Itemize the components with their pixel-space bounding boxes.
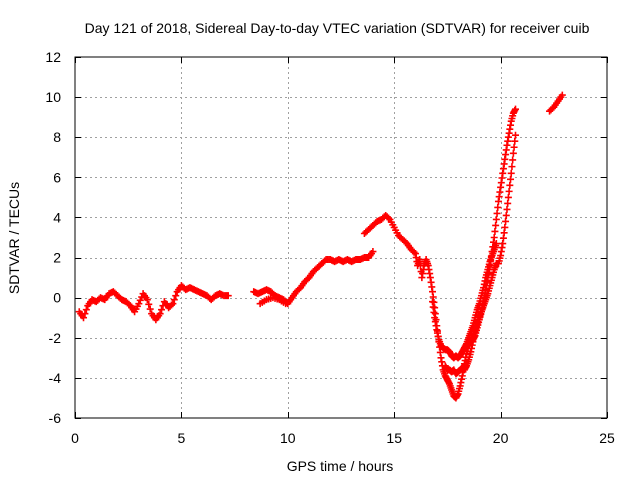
data-point xyxy=(509,156,517,164)
data-point xyxy=(509,149,517,157)
data-point xyxy=(491,227,499,235)
data-point xyxy=(505,187,513,195)
data-point xyxy=(504,193,512,201)
axis-ticks: 0 5 10 15 20 25 -6 -4 -2 0 2 4 6 8 10 12 xyxy=(45,49,615,446)
y-axis-label: SDTVAR / TECUs xyxy=(6,182,22,294)
x-axis-label: GPS time / hours xyxy=(287,458,394,474)
data-point xyxy=(508,163,516,171)
data-point xyxy=(558,91,566,99)
grid-lines xyxy=(75,57,607,418)
data-point xyxy=(81,310,89,318)
y-tick-label: 8 xyxy=(53,129,61,145)
data-point xyxy=(410,248,418,256)
data-point xyxy=(282,300,290,308)
data-point xyxy=(135,300,143,308)
data-point xyxy=(172,292,180,300)
data-point xyxy=(385,214,393,222)
y-tick-label: -2 xyxy=(49,330,62,346)
data-point xyxy=(224,292,232,300)
x-tick-label: 10 xyxy=(280,430,296,446)
data-point xyxy=(143,296,151,304)
data-point xyxy=(416,256,424,264)
data-point xyxy=(158,306,166,314)
plot-border xyxy=(74,56,608,419)
y-tick-label: 12 xyxy=(45,49,61,65)
data-point xyxy=(506,181,514,189)
data-point xyxy=(511,105,519,113)
y-tick-label: -4 xyxy=(49,370,62,386)
data-point xyxy=(170,296,178,304)
data-point xyxy=(80,314,88,322)
data-point xyxy=(490,234,498,241)
data-point xyxy=(492,221,500,229)
data-point xyxy=(503,205,511,213)
data-point xyxy=(82,306,90,314)
data-point xyxy=(507,175,515,183)
data-point xyxy=(156,310,164,318)
x-tick-label: 15 xyxy=(386,430,402,446)
data-point xyxy=(510,143,518,151)
data-point xyxy=(136,296,144,304)
data-point xyxy=(511,137,519,145)
data-point xyxy=(145,300,153,308)
x-tick-label: 25 xyxy=(599,430,615,446)
data-point xyxy=(369,248,377,256)
data-point xyxy=(504,199,512,207)
data-point xyxy=(502,217,510,225)
data-point xyxy=(501,223,509,231)
x-tick-label: 0 xyxy=(71,430,79,446)
y-tick-label: -6 xyxy=(49,410,62,426)
y-tick-label: 6 xyxy=(53,169,61,185)
data-point xyxy=(169,300,177,308)
data-point xyxy=(494,203,502,211)
data-point xyxy=(492,215,500,223)
data-point xyxy=(507,169,515,177)
y-tick-label: 10 xyxy=(45,89,61,105)
data-point xyxy=(493,209,501,217)
y-tick-label: 0 xyxy=(53,290,61,306)
chart-title: Day 121 of 2018, Sidereal Day-to-day VTE… xyxy=(85,20,590,36)
data-point xyxy=(492,240,500,248)
x-tick-label: 5 xyxy=(178,430,186,446)
y-tick-label: 4 xyxy=(53,209,61,225)
data-point xyxy=(511,131,519,139)
data-point xyxy=(146,305,154,313)
data-points xyxy=(75,91,566,402)
data-point xyxy=(502,211,510,219)
data-point xyxy=(167,301,175,309)
x-tick-label: 20 xyxy=(493,430,509,446)
y-tick-label: 2 xyxy=(53,250,61,266)
